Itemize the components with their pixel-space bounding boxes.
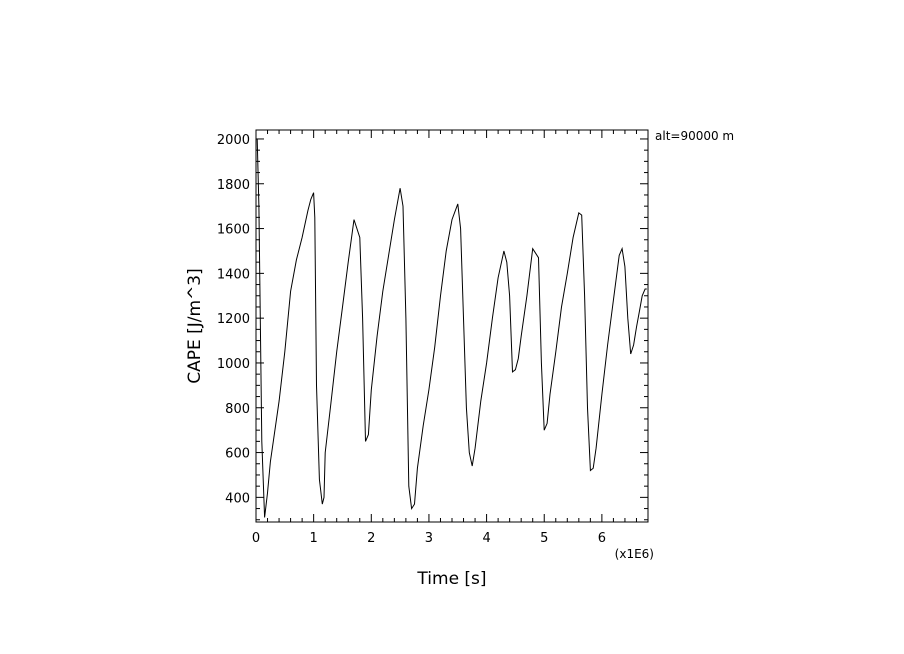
y-tick-label: 2000 <box>217 133 250 148</box>
x-tick-label: 0 <box>252 531 260 546</box>
x-multiplier-label: (x1E6) <box>615 547 654 561</box>
x-tick-label: 1 <box>310 531 318 546</box>
y-axis-ticks: 400 600 800 1000 1200 1400 1600 1800 2000 <box>217 133 648 521</box>
y-tick-label: 1400 <box>217 267 250 282</box>
x-tick-label: 5 <box>540 531 548 546</box>
x-axis-label: Time [s] <box>416 569 486 589</box>
altitude-annotation: alt=90000 m <box>655 129 734 143</box>
y-tick-label: 600 <box>225 447 250 462</box>
cape-series-line <box>256 138 647 518</box>
y-tick-label: 400 <box>225 491 250 506</box>
y-tick-label: 1800 <box>217 178 250 193</box>
x-tick-label: 3 <box>425 531 433 546</box>
y-axis-label: CAPE [J/m^3] <box>185 268 205 384</box>
x-tick-label: 2 <box>367 531 375 546</box>
y-tick-label: 1200 <box>217 312 250 327</box>
x-tick-label: 6 <box>598 531 606 546</box>
y-tick-label: 1600 <box>217 223 250 238</box>
x-axis-ticks: 0 1 2 3 4 5 6 <box>252 130 649 546</box>
y-tick-label: 1000 <box>217 357 250 372</box>
x-tick-label: 4 <box>482 531 490 546</box>
plot-frame <box>255 129 649 523</box>
y-tick-label: 800 <box>225 402 250 417</box>
